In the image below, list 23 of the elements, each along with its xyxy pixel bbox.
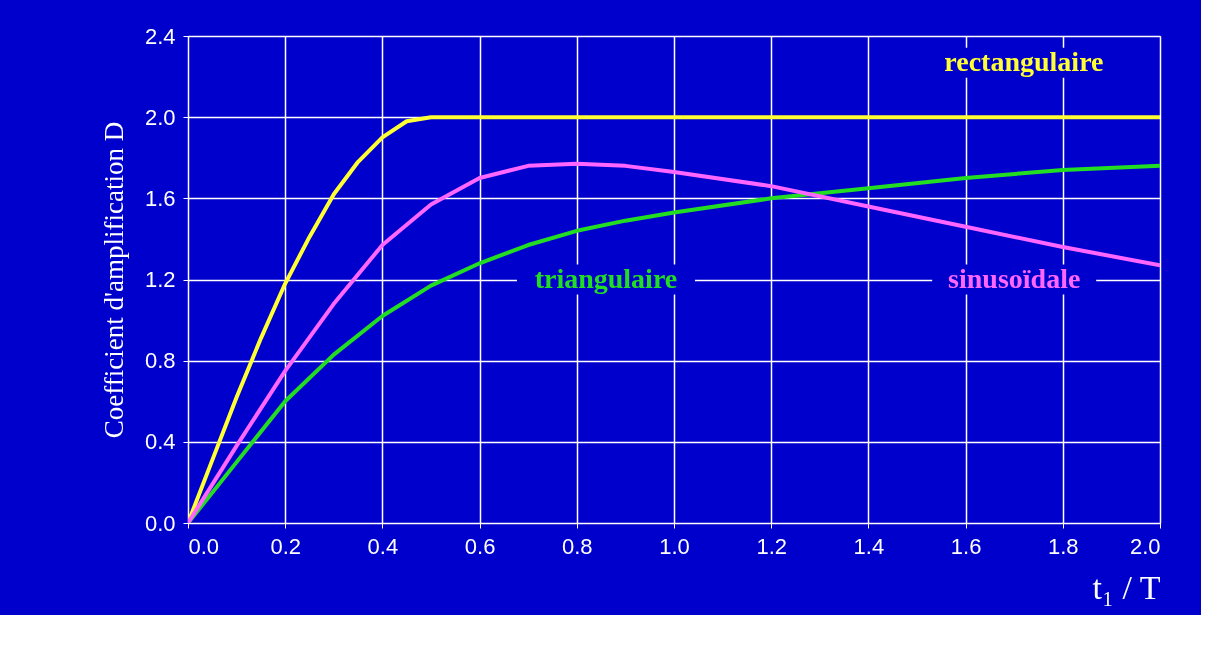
x-tick-label: 1.6 <box>950 533 982 559</box>
x-tick-label: 1.0 <box>659 533 690 559</box>
x-tick-label: 2.0 <box>1129 533 1161 559</box>
y-tick-label: 0.0 <box>144 510 176 536</box>
x-tick-label: 1.2 <box>756 533 787 559</box>
series-label: sinusoïdale <box>948 262 1081 294</box>
x-tick-label: 0.4 <box>367 533 399 559</box>
y-tick-label: 2.4 <box>144 23 176 49</box>
x-tick-label: 0.6 <box>464 533 496 559</box>
y-tick-label: 0.4 <box>144 429 176 455</box>
y-tick-label: 0.8 <box>144 348 176 374</box>
series-label: triangulaire <box>534 262 678 294</box>
x-tick-label: 0.0 <box>188 533 220 559</box>
y-tick-label: 1.2 <box>144 267 176 292</box>
y-tick-label: 2.0 <box>144 104 176 130</box>
x-tick-label: 1.8 <box>1048 533 1079 559</box>
series-label: rectangulaire <box>944 45 1104 77</box>
x-tick-label: 0.2 <box>270 533 301 559</box>
x-tick-label: 0.8 <box>562 533 593 559</box>
y-axis-title: Coefficient d'amplification D <box>98 121 129 439</box>
y-tick-label: 1.6 <box>144 185 176 211</box>
x-tick-label: 1.4 <box>853 533 885 559</box>
x-axis-title: t₁ / T <box>1092 568 1161 606</box>
